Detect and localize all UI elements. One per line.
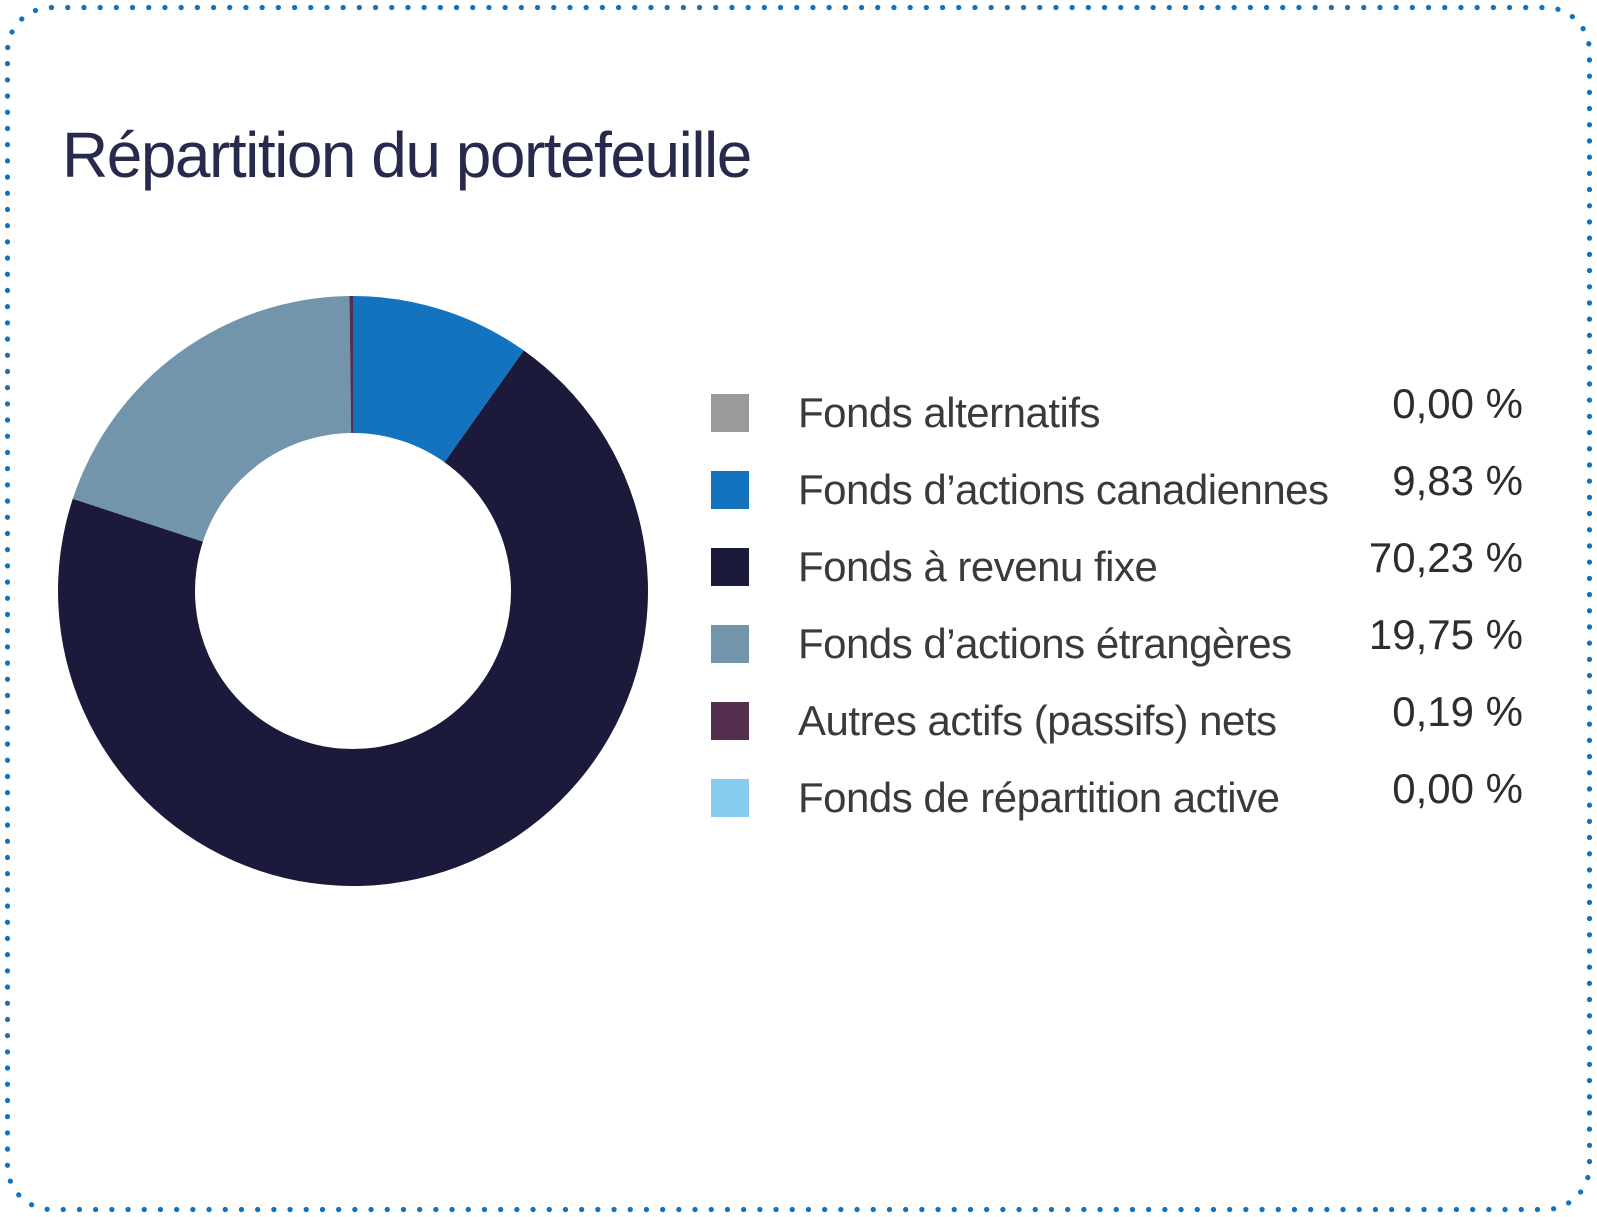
legend-swatch [711,394,749,432]
donut-slice-3 [72,296,352,542]
legend-row-4: Autres actifs (passifs) nets 0,19 % [711,688,1523,744]
legend-label: Fonds d’actions étrangères [798,620,1292,667]
donut-slice-2 [57,350,649,886]
legend-swatch [711,471,749,509]
donut-slice-4 [349,296,353,434]
portfolio-donut-chart [57,296,649,886]
legend-label: Fonds de répartition active [798,774,1280,821]
legend-label: Fonds alternatifs [798,389,1101,436]
legend-row-1: Fonds d’actions canadiennes 9,83 % [711,457,1523,513]
donut-slice-1 [353,296,524,463]
legend-row-0: Fonds alternatifs 0,00 % [711,380,1523,436]
legend-value: 0,00 % [1392,765,1523,812]
legend: Fonds alternatifs 0,00 % Fonds d’actions… [711,380,1523,821]
legend-label: Fonds à revenu fixe [798,543,1158,590]
donut-svg [57,296,649,886]
legend-value: 0,19 % [1392,688,1523,735]
legend-value: 19,75 % [1368,611,1523,658]
legend-swatch [711,548,749,586]
legend-value: 9,83 % [1392,457,1523,504]
legend-swatch [711,625,749,663]
legend-row-5: Fonds de répartition active 0,00 % [711,765,1523,821]
legend-label: Autres actifs (passifs) nets [798,697,1277,744]
legend-row-3: Fonds d’actions étrangères 19,75 % [711,611,1523,667]
legend-swatch [711,702,749,740]
legend-label: Fonds d’actions canadiennes [798,466,1329,513]
legend-value: 0,00 % [1392,380,1523,427]
legend-swatch [711,779,749,817]
legend-row-2: Fonds à revenu fixe 70,23 % [711,534,1523,590]
page-title: Répartition du portefeuille [62,119,752,191]
legend-value: 70,23 % [1368,534,1523,581]
